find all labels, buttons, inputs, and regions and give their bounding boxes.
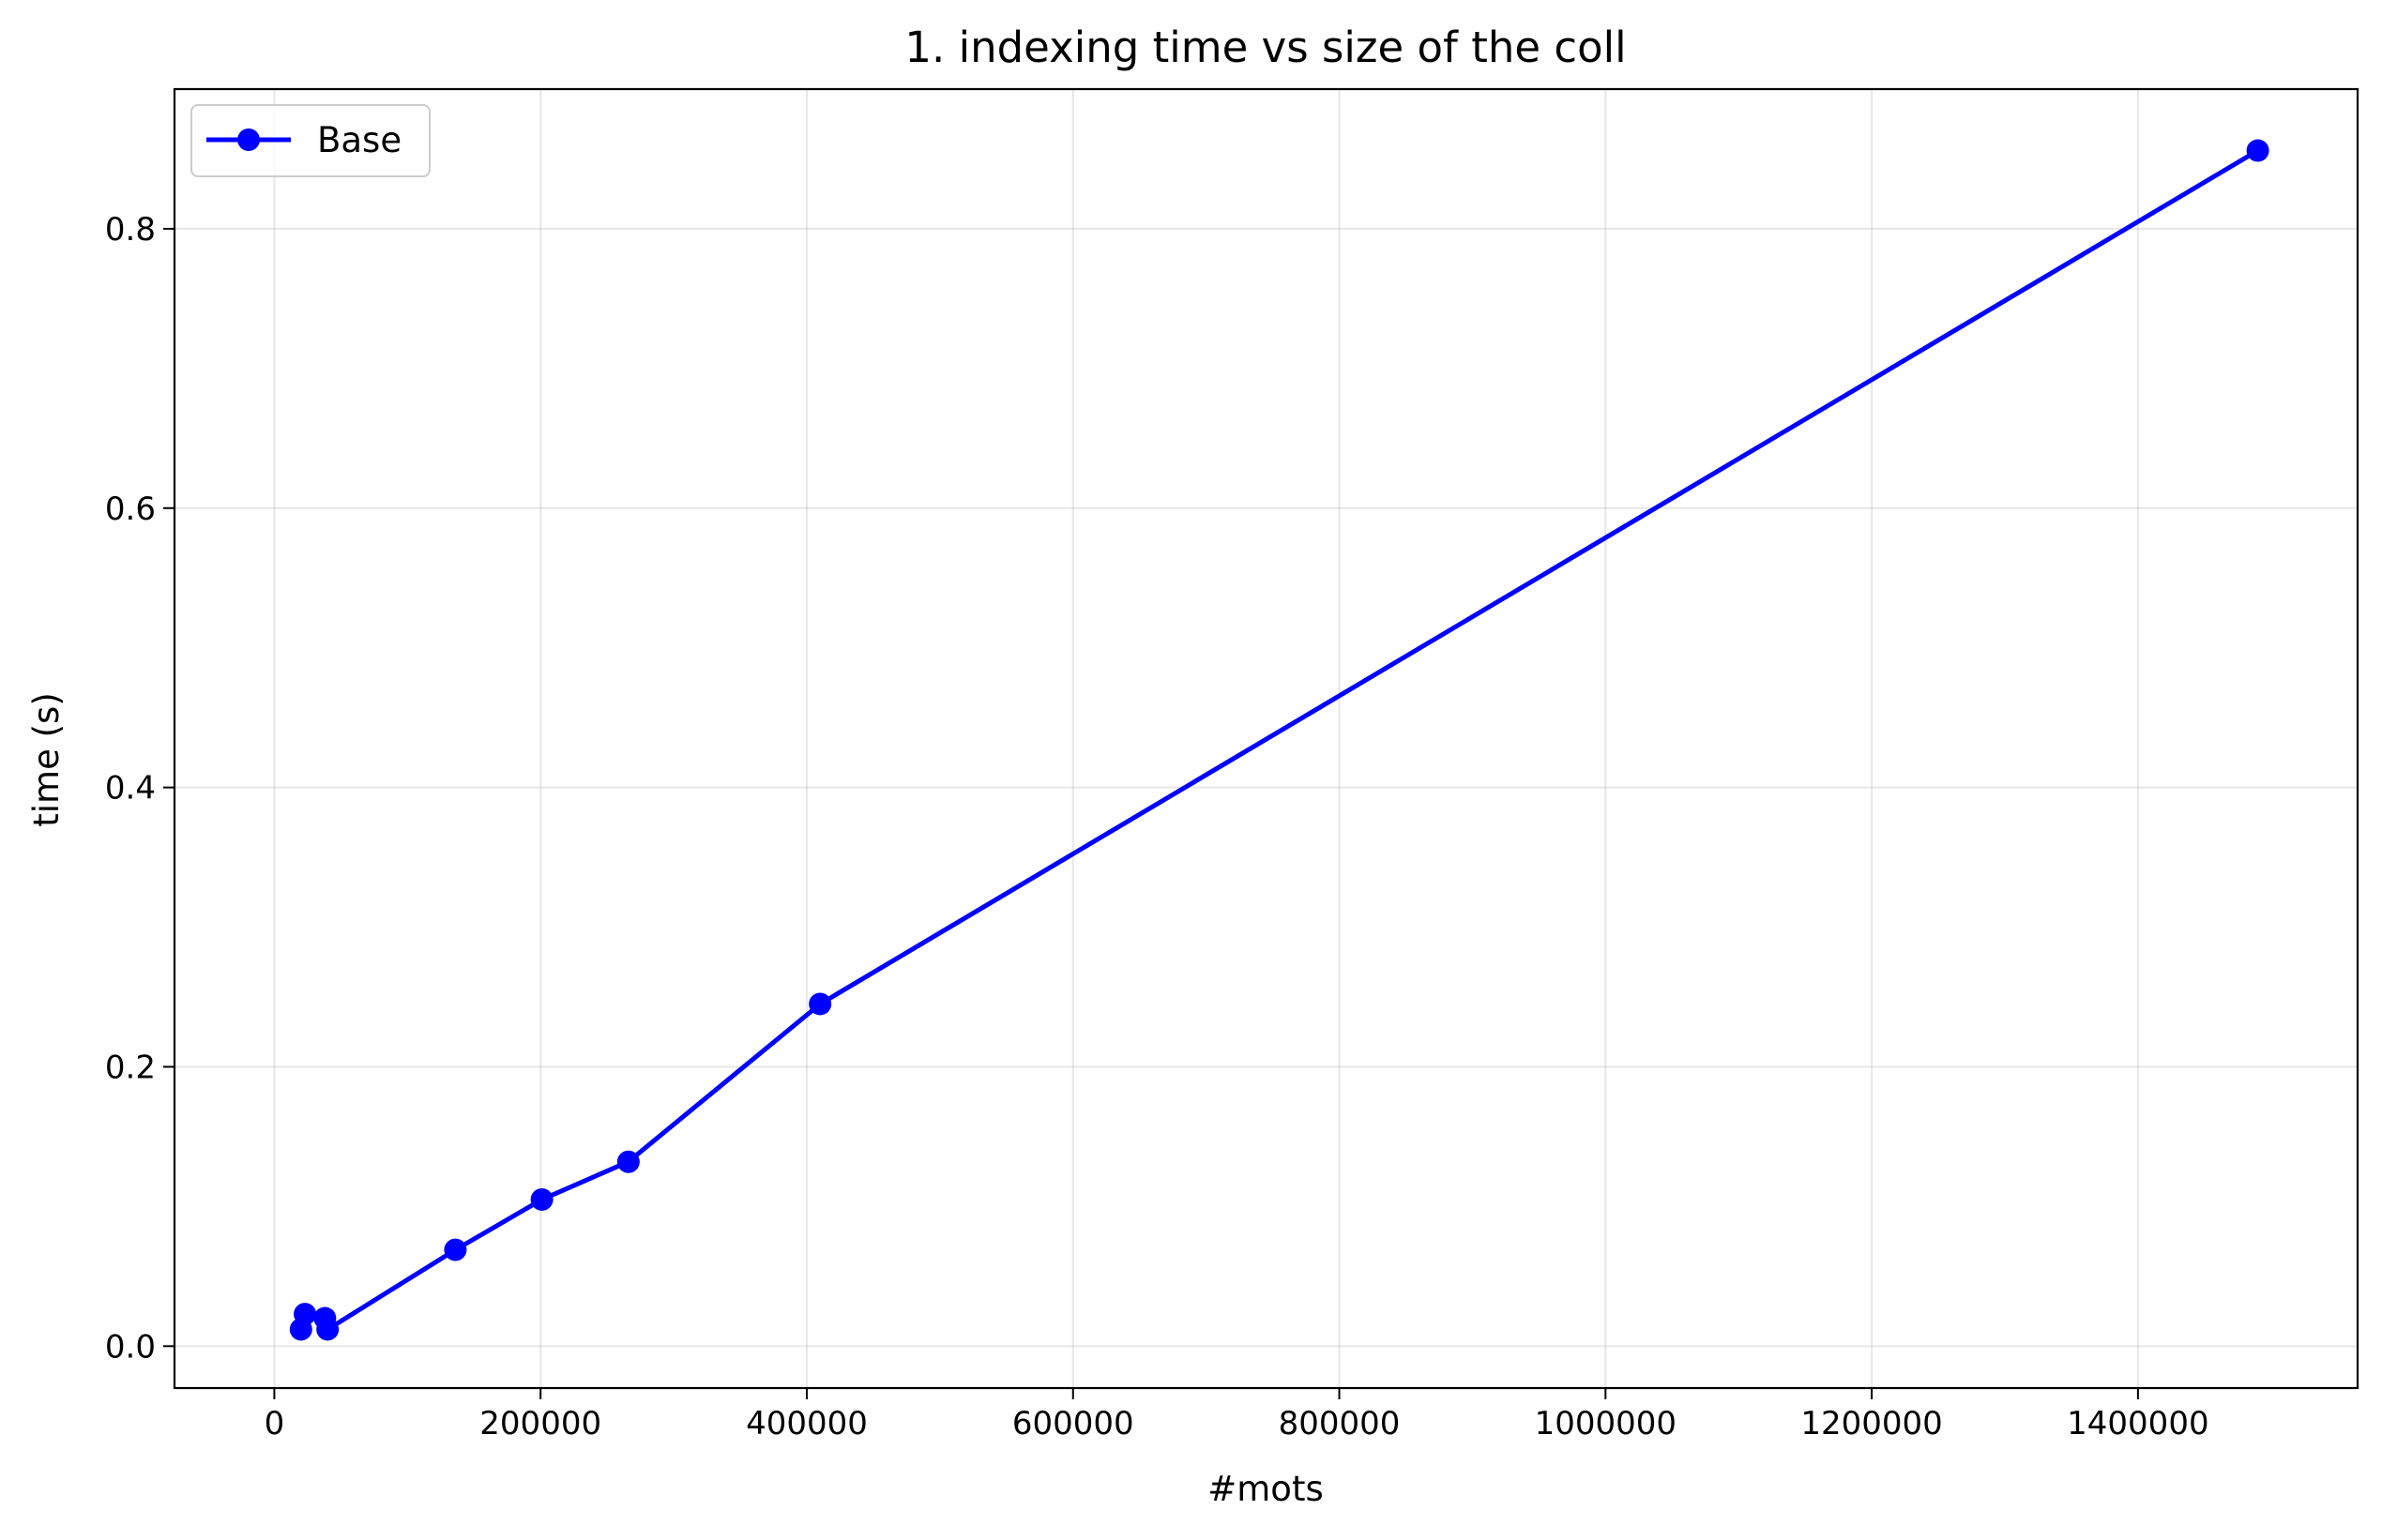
x-axis-label: #mots: [1207, 1469, 1323, 1509]
legend-box: [190, 104, 431, 177]
y-tick-label: 0.6: [105, 491, 156, 528]
plot-frame: [173, 87, 2359, 1390]
x-axis-ticks: 0 200000 400000 600000 800000 1000000 1200000 1…: [265, 1388, 2209, 1442]
legend-label-base: Base: [317, 120, 402, 160]
plot-series: [289, 139, 2269, 1341]
data-point: [294, 1303, 317, 1326]
x-tick-label: 1400000: [2067, 1405, 2208, 1442]
x-tick-label: 0: [265, 1405, 285, 1442]
x-tick-label: 400000: [746, 1405, 868, 1442]
y-tick-label: 0.8: [105, 211, 156, 249]
data-point: [809, 992, 832, 1016]
data-point: [530, 1187, 554, 1211]
grid: [174, 89, 2358, 1388]
y-axis-label: time (s): [26, 692, 67, 827]
x-tick-label: 600000: [1012, 1405, 1134, 1442]
y-axis-ticks: 0.0 0.2 0.4 0.6 0.8: [105, 211, 174, 1366]
data-point: [316, 1318, 340, 1341]
chart-title: 1. indexing time vs size of the coll: [904, 23, 1626, 72]
legend: Base: [190, 104, 431, 177]
x-tick-label: 200000: [479, 1405, 601, 1442]
legend-marker-swatch: [237, 128, 260, 151]
x-tick-label: 800000: [1279, 1405, 1401, 1442]
data-point: [616, 1150, 640, 1173]
x-tick-label: 1200000: [1800, 1405, 1942, 1442]
data-point: [444, 1238, 467, 1261]
y-tick-label: 0.4: [105, 770, 156, 808]
y-tick-label: 0.0: [105, 1328, 156, 1366]
data-point: [2246, 139, 2269, 162]
y-tick-label: 0.2: [105, 1049, 156, 1086]
x-tick-label: 1000000: [1535, 1405, 1677, 1442]
